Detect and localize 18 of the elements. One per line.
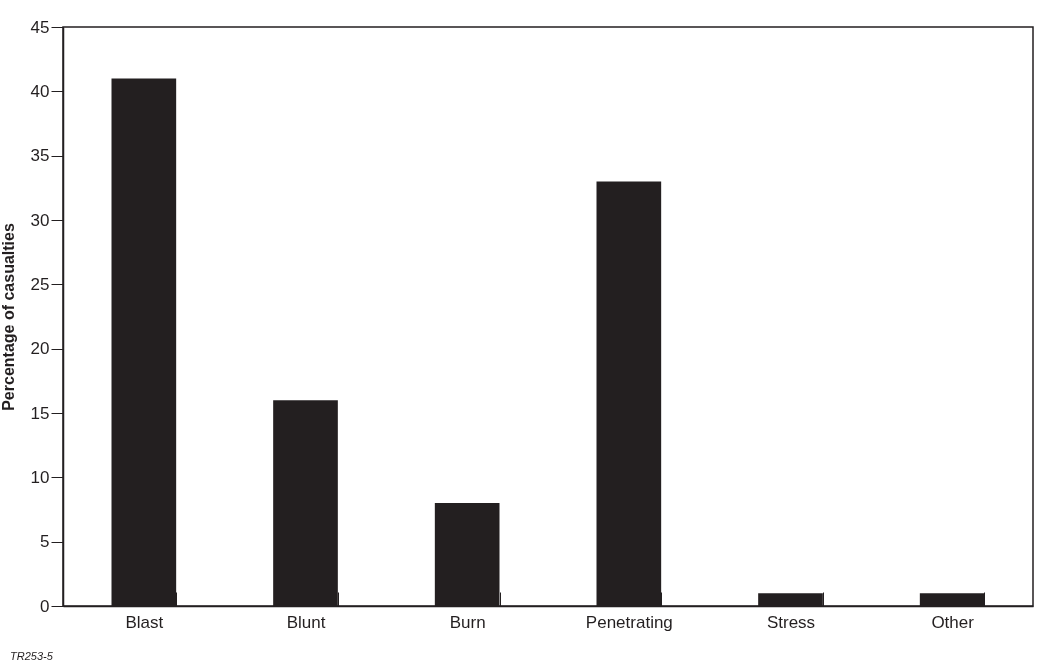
y-tick-label: 10 [30,467,50,487]
x-tick-label: Penetrating [585,612,673,632]
y-tick-label: 35 [30,146,50,166]
x-tick-label: Stress [766,612,816,632]
y-tick-label: 0 [40,596,50,616]
y-tick-label: 45 [30,17,50,37]
y-tick-label: 40 [30,81,50,101]
y-tick-label: 30 [30,210,50,230]
y-tick-label: 15 [30,403,50,423]
y-tick-label: 5 [40,532,50,552]
x-tick-label: Blast [125,612,164,632]
text: TR253-5 [10,650,53,662]
y-tick-label: 20 [30,339,50,359]
x-tick-label: Burn [449,612,486,632]
y-tick-label: 25 [30,274,50,294]
y-axis-title: Percentage of casualties [0,223,17,411]
x-tick-label: Blunt [286,612,326,632]
x-tick-label: Other [931,612,975,632]
